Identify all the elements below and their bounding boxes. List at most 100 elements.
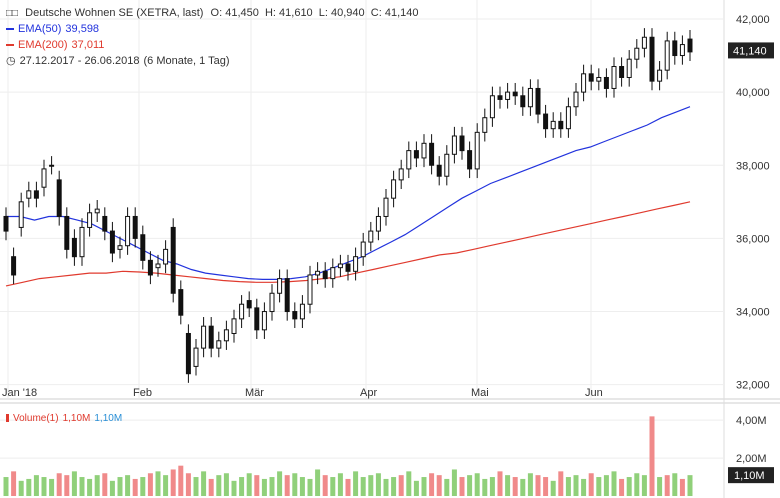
volume-bar — [520, 478, 526, 496]
candle-body — [277, 278, 283, 294]
chart-settings-icon[interactable]: □□ — [6, 8, 19, 19]
candle-body — [444, 153, 450, 177]
volume-bar — [406, 471, 412, 496]
volume-bar — [421, 477, 427, 496]
candle-body — [223, 329, 229, 342]
candle-body — [619, 66, 625, 78]
volume-bar — [269, 477, 275, 496]
candle-body — [330, 267, 336, 280]
candle-body — [474, 131, 480, 170]
candle-body — [56, 179, 62, 217]
volume-bar — [573, 475, 579, 496]
volume-bar — [254, 475, 260, 496]
candle-body — [337, 263, 343, 269]
price-panel-bg — [0, 0, 724, 398]
volume-last-tag-label: 1,10M — [734, 470, 765, 482]
candle-body — [284, 278, 290, 313]
volume-bar — [588, 473, 594, 496]
volume-bar — [368, 475, 374, 496]
volume-bar — [330, 477, 336, 496]
volume-bar — [429, 473, 435, 496]
candle-body — [246, 300, 252, 309]
candle-body — [543, 113, 549, 130]
candle-body — [596, 76, 602, 82]
candle-body — [269, 292, 275, 313]
candle-body — [125, 215, 131, 247]
volume-bar — [170, 469, 176, 496]
candle-body — [26, 190, 32, 199]
candle-body — [383, 197, 389, 217]
candle-body — [360, 241, 366, 258]
volume-bar — [26, 478, 32, 496]
candle-body — [535, 87, 541, 115]
ema50-label: EMA(50) — [18, 23, 62, 35]
ema200-value: 37,011 — [71, 39, 105, 51]
date-range-text: 27.12.2017 - 26.06.2018 — [19, 55, 140, 67]
volume-bar — [535, 475, 541, 496]
candle-body — [64, 215, 70, 250]
candle-body — [672, 40, 678, 57]
volume-swatch — [6, 414, 9, 423]
ema200-label: EMA(200) — [18, 39, 68, 51]
volume-bar — [299, 477, 305, 496]
candle-body — [565, 106, 571, 130]
volume-bar — [315, 469, 321, 496]
candle-body — [550, 120, 556, 130]
chart-title: Deutsche Wohnen SE (XETRA, last) — [25, 7, 204, 19]
candle-body — [573, 91, 579, 108]
ema200-swatch — [6, 44, 14, 47]
candle-body — [185, 332, 191, 375]
ema200-legend: EMA(200) 37,011 — [6, 38, 108, 52]
candle-body — [102, 215, 108, 232]
ohlc-readout: O: 41,450 H: 41,610 L: 40,940 C: 41,140 — [210, 7, 419, 19]
y-tick-label: 40,000 — [736, 87, 770, 99]
candle-body — [79, 226, 85, 258]
volume-bar — [201, 471, 207, 496]
volume-bar — [18, 480, 24, 496]
candle-body — [193, 347, 199, 367]
candle-body — [11, 256, 17, 276]
volume-value-1: 1,10M — [62, 413, 91, 424]
candle-body — [398, 168, 404, 181]
volume-bar — [398, 475, 404, 496]
ema50-value: 39,598 — [65, 23, 100, 35]
candle-body — [322, 270, 328, 280]
volume-bar — [33, 475, 39, 496]
candle-body — [239, 303, 245, 320]
candle-body — [406, 150, 412, 170]
candle-body — [155, 263, 161, 269]
volume-bar — [550, 480, 556, 496]
y-tick-label: 42,000 — [736, 14, 770, 26]
candle-body — [163, 248, 169, 265]
candle-body — [581, 73, 587, 93]
volume-label: Volume(1) — [13, 413, 59, 424]
candle-body — [231, 318, 237, 334]
candle-body — [147, 259, 153, 276]
volume-bar — [626, 477, 632, 496]
candle-body — [649, 36, 655, 82]
volume-bar — [657, 477, 663, 496]
candle-body — [626, 58, 632, 78]
volume-bar — [49, 478, 55, 496]
candle-body — [208, 325, 214, 349]
volume-bar — [94, 475, 100, 496]
candle-body — [482, 117, 488, 133]
candle-body — [467, 150, 473, 170]
x-tick-label: Apr — [360, 387, 377, 399]
volume-bar — [527, 473, 533, 496]
candle-body — [33, 190, 39, 199]
x-tick-label: Mai — [471, 387, 489, 399]
candle-body — [375, 215, 381, 232]
candle-body — [132, 215, 138, 239]
candle-body — [307, 274, 313, 305]
volume-bar — [246, 473, 252, 496]
volume-bar — [489, 477, 495, 496]
volume-bar — [634, 473, 640, 496]
volume-bar — [155, 471, 161, 496]
candle-body — [451, 135, 457, 155]
volume-bar — [672, 473, 678, 496]
candle-body — [505, 91, 511, 100]
volume-bar — [360, 477, 366, 496]
candle-body — [292, 311, 298, 320]
